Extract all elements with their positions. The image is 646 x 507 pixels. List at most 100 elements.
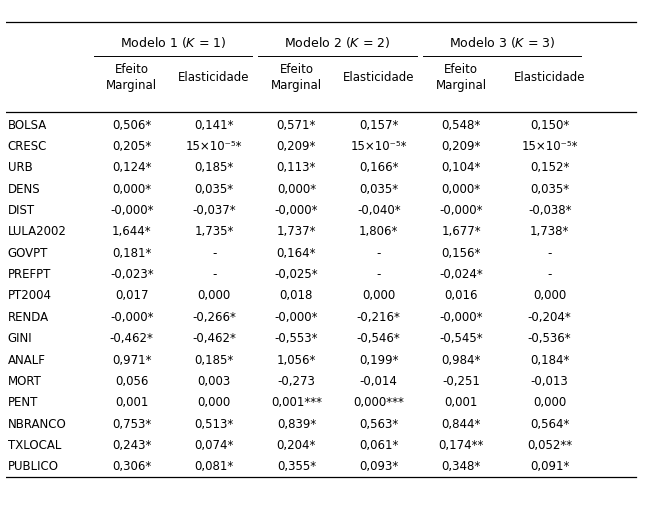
Text: -: - (212, 247, 216, 260)
Text: BOLSA: BOLSA (8, 119, 47, 131)
Text: 0,753*: 0,753* (112, 418, 151, 430)
Text: 0,000: 0,000 (362, 289, 395, 303)
Text: -0,000*: -0,000* (439, 204, 483, 217)
Text: 15×10⁻⁵*: 15×10⁻⁵* (521, 140, 578, 153)
Text: 0,074*: 0,074* (194, 439, 234, 452)
Text: DIST: DIST (8, 204, 35, 217)
Text: -: - (377, 247, 381, 260)
Text: Elasticidade: Elasticidade (178, 70, 250, 84)
Text: Elasticidade: Elasticidade (343, 70, 415, 84)
Text: 0,000*: 0,000* (277, 183, 316, 196)
Text: 0,001: 0,001 (444, 396, 477, 409)
Text: 0,199*: 0,199* (359, 353, 399, 367)
Text: 0,185*: 0,185* (194, 161, 234, 174)
Text: -0,545*: -0,545* (439, 332, 483, 345)
Text: Efeito
Marginal: Efeito Marginal (106, 63, 158, 92)
Text: 0,355*: 0,355* (277, 460, 316, 474)
Text: 0,141*: 0,141* (194, 119, 234, 131)
Text: 0,017: 0,017 (115, 289, 149, 303)
Text: 0,564*: 0,564* (530, 418, 569, 430)
Text: 1,738*: 1,738* (530, 226, 569, 238)
Text: -0,023*: -0,023* (110, 268, 154, 281)
Text: 0,093*: 0,093* (359, 460, 399, 474)
Text: -0,273: -0,273 (278, 375, 315, 388)
Text: MORT: MORT (8, 375, 41, 388)
Text: -0,553*: -0,553* (275, 332, 318, 345)
Text: 0,513*: 0,513* (194, 418, 234, 430)
Text: GOVPT: GOVPT (8, 247, 48, 260)
Text: 0,150*: 0,150* (530, 119, 569, 131)
Text: 0,571*: 0,571* (276, 119, 316, 131)
Text: -0,216*: -0,216* (357, 311, 401, 324)
Text: 0,124*: 0,124* (112, 161, 152, 174)
Text: GINI: GINI (8, 332, 32, 345)
Text: 0,001***: 0,001*** (271, 396, 322, 409)
Text: 0,164*: 0,164* (276, 247, 316, 260)
Text: -0,025*: -0,025* (275, 268, 318, 281)
Text: PREFPT: PREFPT (8, 268, 51, 281)
Text: 0,563*: 0,563* (359, 418, 399, 430)
Text: 1,056*: 1,056* (276, 353, 316, 367)
Text: 0,984*: 0,984* (441, 353, 481, 367)
Text: Modelo 1 ($\it{K}$ = 1): Modelo 1 ($\it{K}$ = 1) (120, 35, 226, 50)
Text: 0,205*: 0,205* (112, 140, 151, 153)
Text: -: - (547, 268, 552, 281)
Text: Efeito
Marginal: Efeito Marginal (271, 63, 322, 92)
Text: Modelo 2 ($\it{K}$ = 2): Modelo 2 ($\it{K}$ = 2) (284, 35, 391, 50)
Text: 0,061*: 0,061* (359, 439, 399, 452)
Text: -0,536*: -0,536* (528, 332, 572, 345)
Text: -0,014: -0,014 (360, 375, 398, 388)
Text: 0,971*: 0,971* (112, 353, 152, 367)
Text: 1,806*: 1,806* (359, 226, 399, 238)
Text: 15×10⁻⁵*: 15×10⁻⁵* (186, 140, 242, 153)
Text: ANALF: ANALF (8, 353, 46, 367)
Text: -0,024*: -0,024* (439, 268, 483, 281)
Text: PENT: PENT (8, 396, 38, 409)
Text: 0,185*: 0,185* (194, 353, 234, 367)
Text: 0,035*: 0,035* (530, 183, 569, 196)
Text: -0,546*: -0,546* (357, 332, 401, 345)
Text: 0,243*: 0,243* (112, 439, 152, 452)
Text: 0,844*: 0,844* (441, 418, 481, 430)
Text: -0,000*: -0,000* (275, 204, 318, 217)
Text: 0,000: 0,000 (533, 289, 567, 303)
Text: TXLOCAL: TXLOCAL (8, 439, 61, 452)
Text: NBRANCO: NBRANCO (8, 418, 67, 430)
Text: 0,000: 0,000 (533, 396, 567, 409)
Text: -0,037*: -0,037* (193, 204, 236, 217)
Text: -0,266*: -0,266* (192, 311, 236, 324)
Text: 0,166*: 0,166* (359, 161, 399, 174)
Text: -: - (212, 268, 216, 281)
Text: 0,152*: 0,152* (530, 161, 569, 174)
Text: 0,209*: 0,209* (276, 140, 316, 153)
Text: -0,013: -0,013 (531, 375, 568, 388)
Text: -0,204*: -0,204* (528, 311, 572, 324)
Text: 0,001: 0,001 (115, 396, 149, 409)
Text: 0,000*: 0,000* (112, 183, 151, 196)
Text: 0,000*: 0,000* (441, 183, 481, 196)
Text: -0,251: -0,251 (442, 375, 480, 388)
Text: 1,677*: 1,677* (441, 226, 481, 238)
Text: 0,204*: 0,204* (276, 439, 316, 452)
Text: PUBLICO: PUBLICO (8, 460, 59, 474)
Text: 0,000: 0,000 (198, 396, 231, 409)
Text: 0,091*: 0,091* (530, 460, 569, 474)
Text: 1,735*: 1,735* (194, 226, 234, 238)
Text: 0,003: 0,003 (198, 375, 231, 388)
Text: 0,035*: 0,035* (359, 183, 399, 196)
Text: -0,000*: -0,000* (110, 204, 154, 217)
Text: -0,000*: -0,000* (439, 311, 483, 324)
Text: 0,018: 0,018 (280, 289, 313, 303)
Text: Elasticidade: Elasticidade (514, 70, 585, 84)
Text: 0,052**: 0,052** (527, 439, 572, 452)
Text: 0,348*: 0,348* (441, 460, 481, 474)
Text: RENDA: RENDA (8, 311, 49, 324)
Text: -0,040*: -0,040* (357, 204, 401, 217)
Text: 0,209*: 0,209* (441, 140, 481, 153)
Text: -0,462*: -0,462* (192, 332, 236, 345)
Text: 0,056: 0,056 (115, 375, 149, 388)
Text: Modelo 3 ($\it{K}$ = 3): Modelo 3 ($\it{K}$ = 3) (449, 35, 556, 50)
Text: 0,548*: 0,548* (441, 119, 481, 131)
Text: 0,157*: 0,157* (359, 119, 399, 131)
Text: 0,081*: 0,081* (194, 460, 234, 474)
